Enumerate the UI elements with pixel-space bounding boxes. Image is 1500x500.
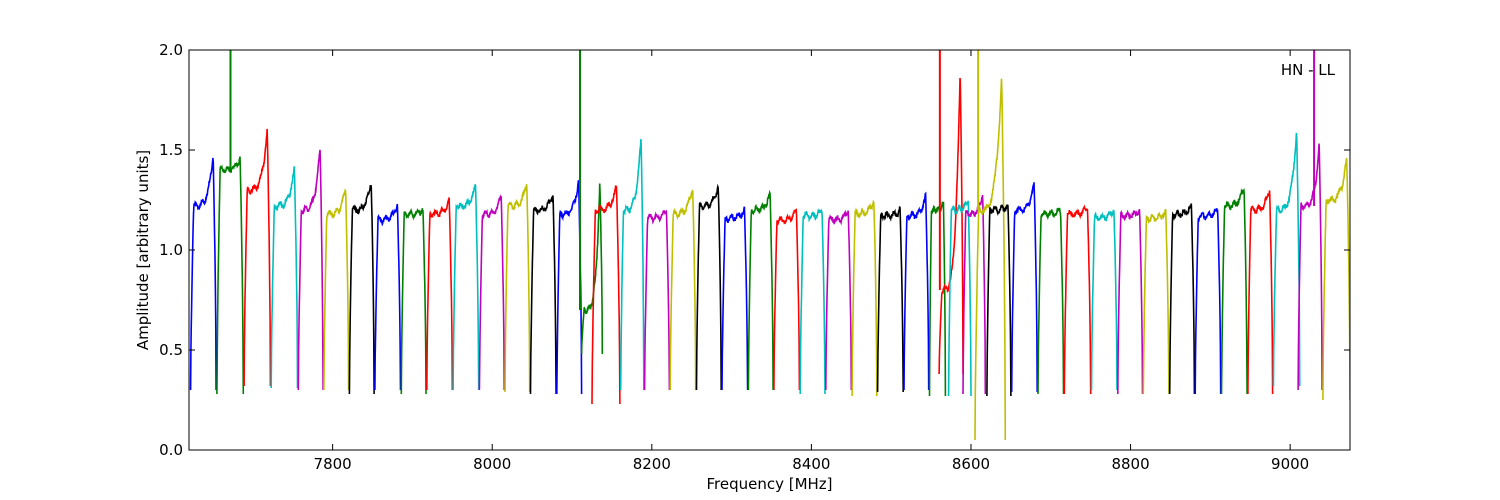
series-line	[669, 189, 697, 391]
series-line	[747, 189, 774, 391]
series-line	[1010, 182, 1038, 393]
x-tick-label: 8600	[952, 455, 990, 473]
series-line	[1220, 187, 1248, 395]
series-line	[1194, 208, 1222, 395]
series-line	[374, 203, 402, 391]
x-tick-label: 7800	[314, 455, 352, 473]
y-tick-label: 0.5	[159, 341, 183, 359]
series-line	[323, 188, 350, 391]
series-line	[1247, 190, 1274, 395]
series-line	[1090, 208, 1118, 391]
series-line	[426, 197, 454, 391]
x-tick-label: 8000	[473, 455, 511, 473]
series-line	[903, 191, 930, 391]
series-line	[1297, 143, 1323, 391]
series-line	[1063, 204, 1092, 395]
series-line	[529, 195, 557, 395]
series-line	[947, 200, 972, 397]
series-line	[216, 156, 245, 395]
series-layer	[189, 50, 1350, 441]
series-line	[974, 78, 1007, 441]
x-axis-label: Frequency [MHz]	[706, 475, 832, 493]
x-tick-label: 8400	[792, 455, 830, 473]
series-line	[452, 184, 480, 391]
series-line	[478, 194, 505, 391]
series-line	[825, 209, 853, 391]
y-axis-label: Amplitude [arbitrary units]	[134, 150, 152, 350]
y-tick-label: 2.0	[159, 41, 183, 59]
series-line	[591, 185, 621, 405]
x-tick-label: 9000	[1271, 455, 1309, 473]
series-line	[962, 194, 987, 395]
y-tick-label: 0.0	[159, 441, 183, 459]
series-line	[695, 183, 722, 391]
series-line	[1168, 203, 1196, 395]
series-line	[400, 207, 427, 395]
series-line	[851, 199, 878, 397]
y-tick-label: 1.5	[159, 141, 183, 159]
series-line	[504, 184, 531, 393]
x-tick-label: 8800	[1111, 455, 1149, 473]
series-line	[773, 208, 801, 391]
x-tick-label: 8200	[633, 455, 671, 473]
series-line	[1322, 157, 1350, 401]
series-line	[348, 184, 375, 395]
y-axis-ticks: 0.0 0.5 1.0 1.5 2.0	[159, 41, 1350, 459]
series-line	[1037, 207, 1065, 395]
series-line	[799, 208, 826, 395]
series-line	[619, 139, 645, 391]
y-tick-label: 1.0	[159, 241, 183, 259]
series-line	[297, 149, 324, 391]
series-line	[928, 201, 947, 397]
series-line	[270, 166, 299, 389]
series-line	[556, 180, 583, 395]
series-line	[189, 157, 217, 391]
series-line	[1117, 209, 1144, 395]
chart-annotation: HN - LL	[1281, 61, 1336, 79]
plot-frame	[188, 49, 1351, 451]
x-axis-ticks: 7800 8000 8200 8400 8600 8800 9000	[314, 50, 1309, 473]
series-line	[876, 205, 904, 393]
series-line	[986, 204, 1012, 397]
series-line	[938, 77, 964, 375]
series-line	[1272, 132, 1301, 387]
series-line	[721, 206, 749, 391]
series-line	[243, 128, 272, 387]
series-line	[643, 209, 671, 391]
series-line	[1142, 208, 1170, 395]
